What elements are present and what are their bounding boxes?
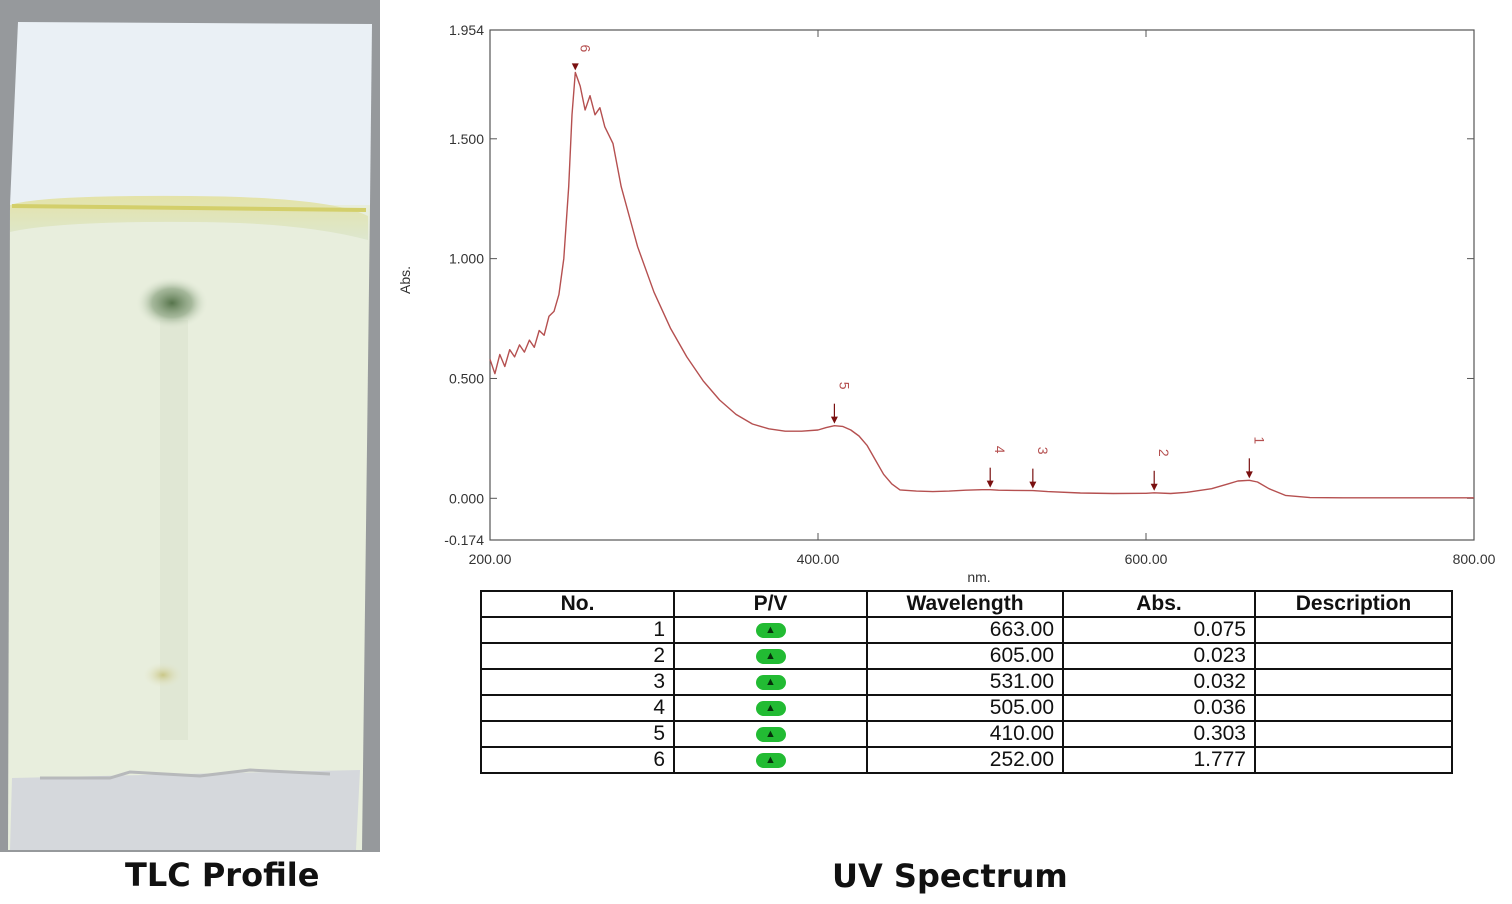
tlc-origin-area xyxy=(10,770,360,850)
x-axis-label: nm. xyxy=(967,569,990,585)
peak-marker-icon: ▲ xyxy=(755,622,786,638)
row-no: 6 xyxy=(480,746,675,774)
row-description xyxy=(1254,720,1453,748)
header-wavelength: Wavelength xyxy=(866,590,1064,618)
peak-marker-icon: ▲ xyxy=(755,648,786,664)
y-tick-label: 1.954 xyxy=(449,22,484,38)
row-wavelength: 410.00 xyxy=(866,720,1064,748)
row-abs: 0.303 xyxy=(1062,720,1256,748)
row-wavelength: 531.00 xyxy=(866,668,1064,696)
peak-table-header: No. P/V Wavelength Abs. Description xyxy=(480,590,1453,618)
peak-marker-arrow xyxy=(986,480,994,488)
peak-marker-arrow xyxy=(1150,483,1158,491)
row-description xyxy=(1254,694,1453,722)
y-tick-label: 0.500 xyxy=(449,370,484,386)
row-description xyxy=(1254,746,1453,774)
peak-marker-arrow xyxy=(830,416,838,424)
tlc-spot-yellow xyxy=(143,662,183,688)
row-abs: 0.036 xyxy=(1062,694,1256,722)
peak-number-label: 2 xyxy=(1156,449,1172,457)
tlc-plate-top xyxy=(10,22,372,205)
y-tick-label: 1.000 xyxy=(449,251,484,267)
y-tick-label: -0.174 xyxy=(444,532,484,548)
peak-valley-cell: ▲ xyxy=(673,694,868,722)
row-description xyxy=(1254,616,1453,644)
row-abs: 0.075 xyxy=(1062,616,1256,644)
peak-number-label: 5 xyxy=(836,382,852,390)
row-no: 4 xyxy=(480,694,675,722)
uv-caption: UV Spectrum xyxy=(832,857,1068,895)
header-no: No. xyxy=(480,590,675,618)
y-tick-label: 1.500 xyxy=(449,131,484,147)
row-wavelength: 505.00 xyxy=(866,694,1064,722)
spectrum-line xyxy=(489,71,1474,499)
peak-number-label: 3 xyxy=(1035,447,1051,455)
row-description xyxy=(1254,642,1453,670)
header-description: Description xyxy=(1254,590,1453,618)
tlc-spot-green xyxy=(136,277,208,329)
row-no: 1 xyxy=(480,616,675,644)
table-row: 5 ▲ 410.00 0.303 xyxy=(480,720,1453,748)
tlc-plate-body xyxy=(8,205,370,850)
header-abs: Abs. xyxy=(1062,590,1256,618)
peak-table: No. P/V Wavelength Abs. Description 1 ▲ … xyxy=(480,590,1453,774)
peak-marker-icon: ▲ xyxy=(755,726,786,742)
tlc-caption: TLC Profile xyxy=(125,856,320,894)
row-abs: 1.777 xyxy=(1062,746,1256,774)
peak-number-label: 1 xyxy=(1251,436,1267,444)
peak-valley-cell: ▲ xyxy=(673,720,868,748)
header-pv: P/V xyxy=(673,590,868,618)
peak-marker-icon: ▲ xyxy=(755,674,786,690)
y-axis-label: Abs. xyxy=(397,266,413,294)
x-tick-label: 800.00 xyxy=(1453,551,1496,567)
peak-valley-cell: ▲ xyxy=(673,616,868,644)
peak-valley-cell: ▲ xyxy=(673,642,868,670)
table-row: 1 ▲ 663.00 0.075 xyxy=(480,616,1453,644)
row-no: 3 xyxy=(480,668,675,696)
row-description xyxy=(1254,668,1453,696)
tlc-plate-image xyxy=(0,0,380,852)
row-wavelength: 252.00 xyxy=(866,746,1064,774)
plot-frame xyxy=(489,29,1475,541)
row-wavelength: 663.00 xyxy=(866,616,1064,644)
row-abs: 0.032 xyxy=(1062,668,1256,696)
tlc-solvent-front-line xyxy=(11,204,367,212)
peak-marker-icon: ▲ xyxy=(755,700,786,716)
x-tick-label: 600.00 xyxy=(1125,551,1168,567)
x-tick-label: 200.00 xyxy=(469,551,512,567)
row-abs: 0.023 xyxy=(1062,642,1256,670)
peak-marker-arrow xyxy=(1029,481,1037,489)
row-no: 2 xyxy=(480,642,675,670)
table-row: 2 ▲ 605.00 0.023 xyxy=(480,642,1453,670)
peak-marker-icon: ▲ xyxy=(755,752,786,768)
table-row: 6 ▲ 252.00 1.777 xyxy=(480,746,1453,774)
tlc-origin-edge xyxy=(40,768,331,780)
peak-marker-arrow xyxy=(571,63,579,71)
uv-spectrum-chart: 200.00 400.00 600.00 800.00 1.954 1.500 1.000 0… xyxy=(397,22,1496,585)
table-row: 3 ▲ 531.00 0.032 xyxy=(480,668,1453,696)
x-tick-label: 400.00 xyxy=(797,551,840,567)
peak-marker-arrow xyxy=(1245,471,1253,479)
y-tick-label: 0.000 xyxy=(449,490,484,506)
row-no: 5 xyxy=(480,720,675,748)
peak-valley-cell: ▲ xyxy=(673,668,868,696)
row-wavelength: 605.00 xyxy=(866,642,1064,670)
peak-valley-cell: ▲ xyxy=(673,746,868,774)
peak-number-label: 6 xyxy=(577,45,593,53)
table-row: 4 ▲ 505.00 0.036 xyxy=(480,694,1453,722)
peak-number-label: 4 xyxy=(992,446,1008,454)
